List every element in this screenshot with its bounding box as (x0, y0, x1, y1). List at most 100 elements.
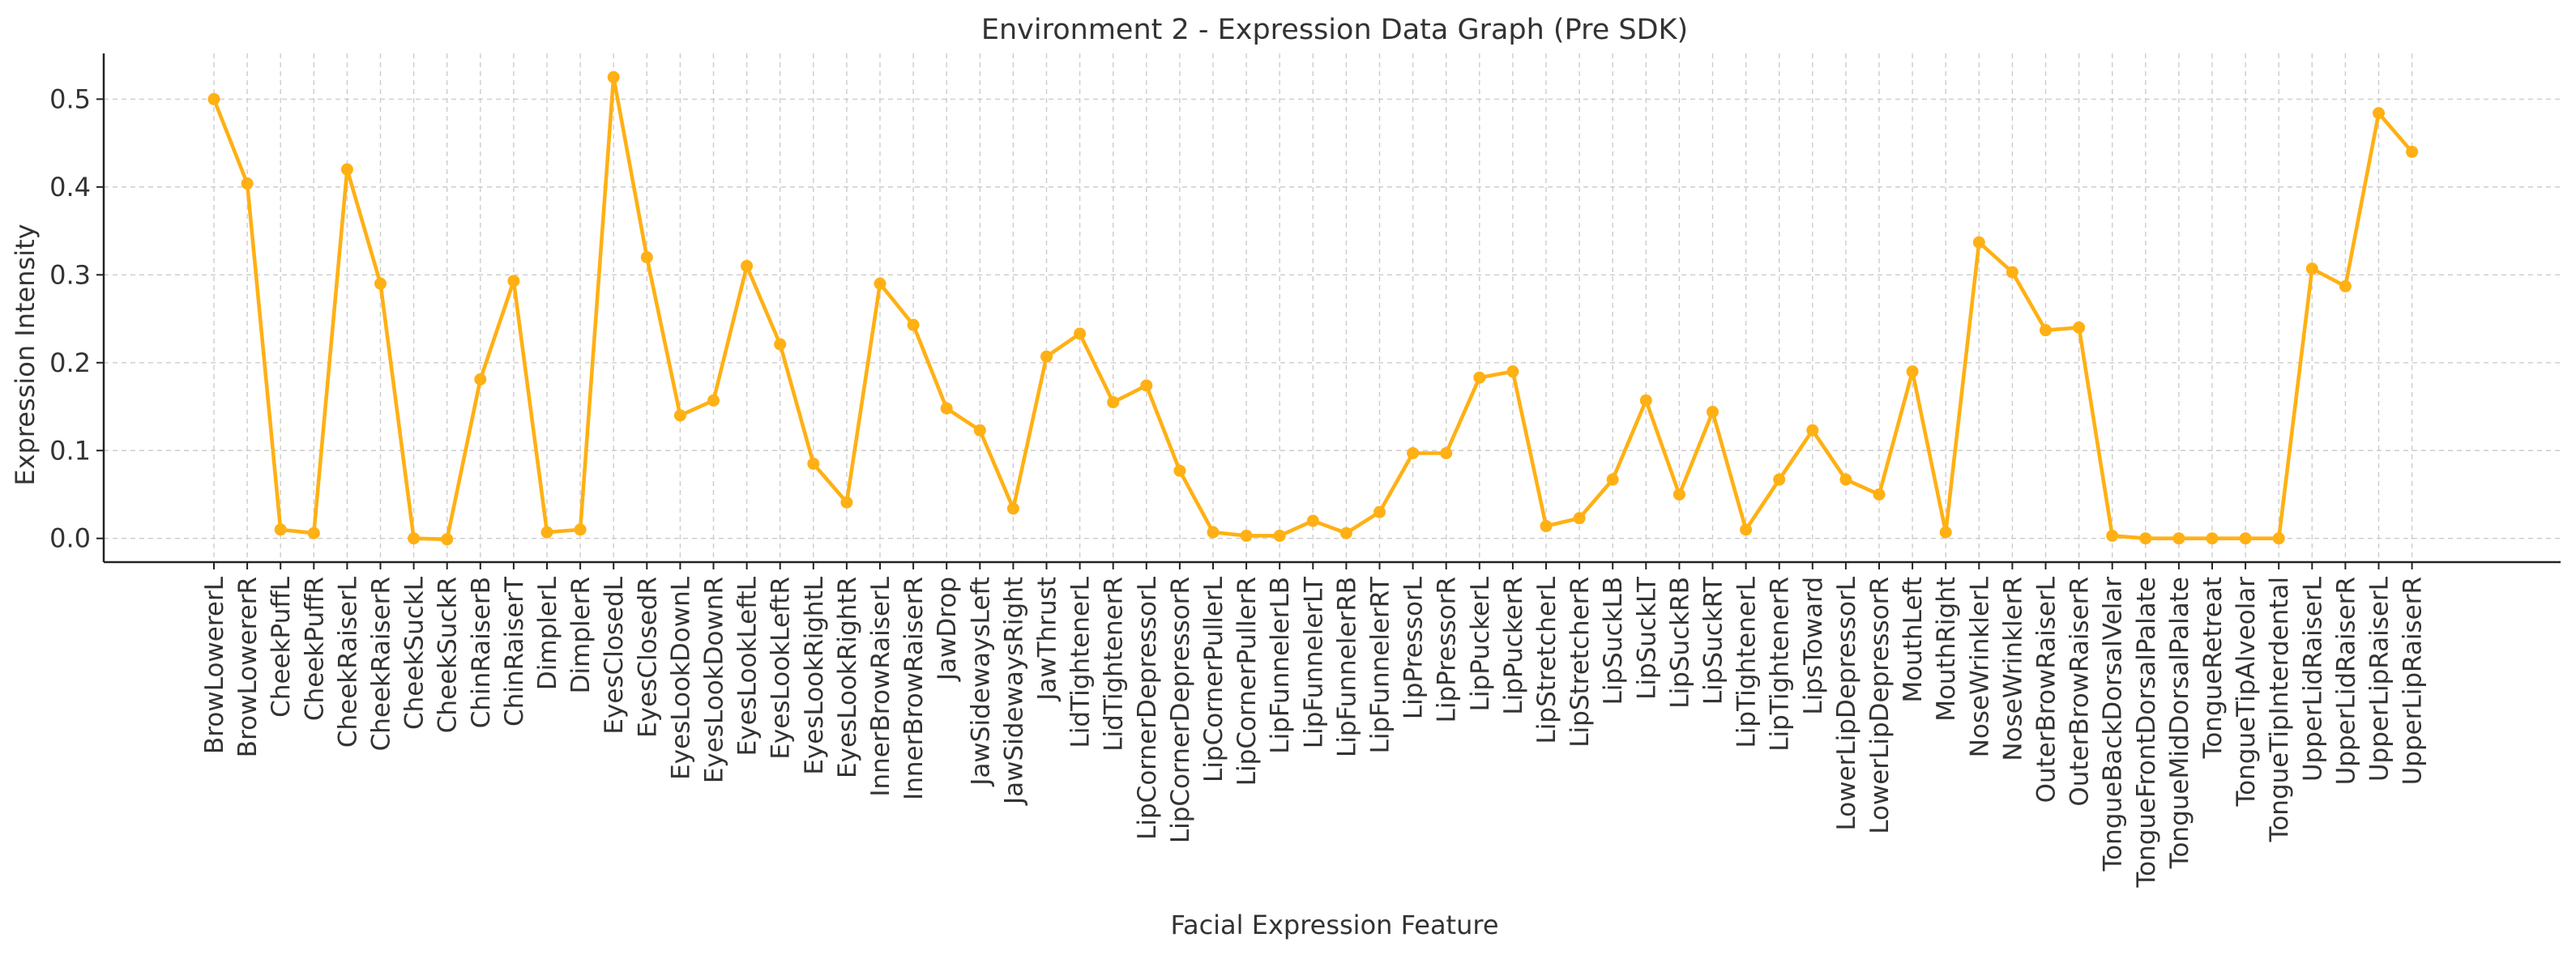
x-tick-label: EyesLookRightR (833, 577, 862, 778)
data-point (1873, 488, 1886, 501)
x-tick-label: DimplerR (566, 577, 596, 693)
x-tick-label: LipPressorR (1433, 577, 1462, 722)
data-point (1506, 365, 1519, 378)
data-point (540, 526, 553, 539)
x-tick-label: JawSidewaysRight (999, 577, 1028, 806)
data-point (607, 70, 620, 83)
data-point (408, 532, 421, 545)
data-point (874, 277, 886, 290)
x-tick-label: LipFunnelerRT (1366, 576, 1395, 753)
data-point (207, 92, 220, 105)
x-tick-label: LipCornerPullerL (1199, 576, 1228, 782)
x-tick-label: BrowLowererL (200, 576, 229, 754)
data-point (707, 394, 720, 407)
x-tick-label: MouthRight (1932, 577, 1961, 722)
data-point (1373, 505, 1386, 518)
data-point (1806, 424, 1819, 437)
data-point (2206, 532, 2219, 545)
x-tick-label: LipSuckLT (1632, 576, 1661, 700)
x-tick-label: LipPuckerR (1499, 577, 1528, 715)
data-point (2406, 145, 2419, 158)
data-point (673, 409, 686, 422)
x-tick-label: EyesClosedL (600, 576, 629, 734)
x-tick-label: UpperLidRaiserR (2331, 577, 2360, 785)
data-point (1306, 514, 1319, 527)
data-point (2073, 321, 2086, 334)
x-tick-label: ChinRaiserT (500, 576, 529, 727)
x-tick-label: EyesLookRightL (800, 576, 829, 774)
x-tick-label: UpperLidRaiserL (2298, 576, 2327, 782)
data-point (2239, 532, 2252, 545)
x-tick-label: LipSuckRB (1665, 577, 1694, 709)
data-point (1140, 379, 1153, 392)
data-point (2139, 532, 2152, 545)
x-tick-label: TongueFrontDorsalPalate (2132, 577, 2161, 889)
data-series (207, 70, 2419, 546)
y-tick-label: 0.0 (49, 523, 91, 554)
data-point (340, 163, 353, 176)
x-tick-label: TongueTipInterdental (2265, 577, 2294, 842)
x-tick-label: OuterBrowRaiserL (2032, 576, 2061, 803)
data-point (2006, 266, 2019, 279)
x-tick-label: LipFunnelerRB (1332, 577, 1361, 757)
data-point (1839, 473, 1852, 486)
grid-lines (104, 53, 2561, 562)
x-tick-label: MouthLeft (1899, 577, 1928, 702)
x-tick-label: InnerBrowRaiserL (866, 576, 895, 796)
y-tick-label: 0.1 (49, 435, 91, 466)
x-tick-label: EyesLookDownL (666, 576, 695, 780)
data-point (1173, 464, 1186, 477)
x-tick-label: LidTightenerR (1100, 577, 1129, 752)
data-point (973, 424, 986, 437)
x-tick-label: NoseWrinklerR (1998, 577, 2027, 761)
x-tick-label: EyesLookLeftR (767, 577, 796, 760)
data-point (1273, 529, 1286, 542)
data-point (1939, 526, 1952, 539)
data-point (1074, 327, 1087, 340)
data-point (1473, 371, 1486, 384)
x-axis-label: Facial Expression Feature (1170, 910, 1498, 940)
x-tick-label: InnerBrowRaiserR (899, 577, 929, 800)
x-tick-label: UpperLipRaiserR (2399, 577, 2428, 785)
x-tick-label: LipsToward (1799, 577, 1828, 715)
data-point (1407, 447, 1420, 460)
data-point (1240, 529, 1253, 542)
data-point (2373, 107, 2385, 120)
data-point (1773, 473, 1786, 486)
y-tick-labels: 0.0 0.1 0.2 0.3 0.4 0.5 (49, 83, 104, 554)
data-point (2040, 324, 2052, 337)
data-point (1740, 523, 1753, 536)
x-tick-label: LipPuckerL (1466, 576, 1495, 711)
x-tick-label: LipTightenerL (1732, 576, 1762, 748)
x-tick-label: CheekPuffR (300, 577, 329, 721)
x-tick-label: JawDrop (933, 577, 962, 682)
data-point (840, 496, 853, 509)
data-point (274, 523, 287, 536)
data-point (2172, 532, 2185, 545)
data-point (1540, 520, 1553, 533)
x-tick-label: NoseWrinklerL (1965, 576, 1994, 757)
x-tick-label: LipCornerDepressorR (1166, 577, 1195, 843)
x-tick-label: LipFunnelerLB (1266, 577, 1295, 754)
axes (102, 53, 2561, 564)
x-tick-label: LowerLipDepressorR (1865, 577, 1895, 834)
x-tick-label: LipCornerDepressorL (1133, 576, 1162, 840)
y-tick-label: 0.4 (49, 172, 91, 202)
x-tick-label: BrowLowererR (233, 577, 263, 757)
x-tick-labels: BrowLowererL BrowLowererR CheekPuffL CheekP… (200, 562, 2428, 889)
data-point (2339, 279, 2352, 292)
data-point (774, 338, 787, 351)
x-tick-label: DimplerL (533, 576, 562, 690)
data-point (241, 177, 254, 190)
x-tick-label: TongueRetreat (2198, 577, 2228, 759)
data-point (1573, 512, 1586, 525)
data-point (1207, 526, 1220, 539)
data-point (940, 402, 953, 415)
x-tick-label: CheekRaiserL (333, 576, 362, 748)
data-point (1672, 488, 1685, 501)
x-tick-label: LipStretcherL (1532, 576, 1561, 744)
x-tick-label: TongueTipAlveolar (2232, 577, 2261, 808)
data-point (441, 533, 454, 546)
data-point (1707, 406, 1719, 419)
data-point (507, 275, 520, 288)
